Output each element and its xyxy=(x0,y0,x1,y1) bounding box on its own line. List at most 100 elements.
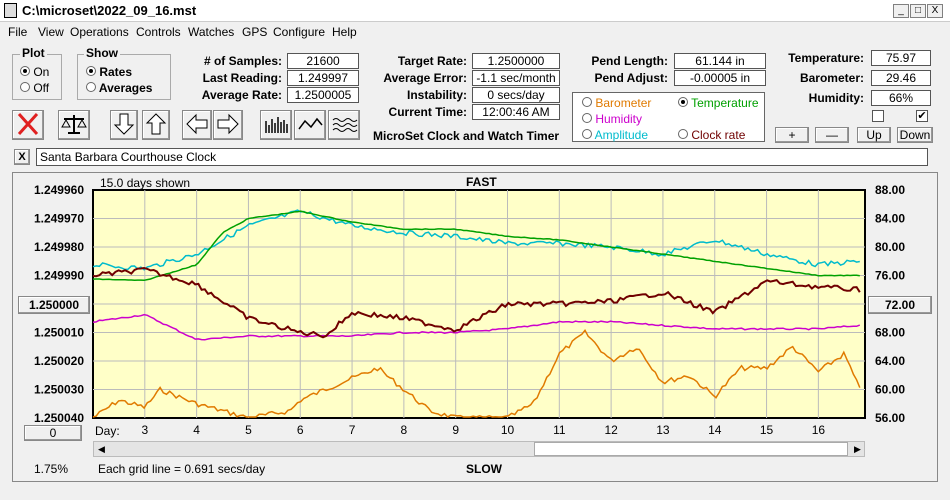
left-tick-label: 1.249980 xyxy=(34,240,84,254)
series-clock-rate xyxy=(92,266,861,339)
histogram-button[interactable] xyxy=(260,110,292,140)
barometer-radio[interactable]: Barometer xyxy=(582,96,651,110)
percent-label: 1.75% xyxy=(34,462,69,476)
samples-label: # of Samples: xyxy=(203,54,282,68)
arrow-down-button[interactable] xyxy=(110,110,138,140)
show-averages-radio[interactable]: Averages xyxy=(86,81,152,95)
scroll-left-icon[interactable]: ◀ xyxy=(98,444,105,454)
right-scale-box[interactable]: 72.00 xyxy=(868,296,932,314)
clock-rate-radio[interactable]: Clock rate xyxy=(678,128,745,142)
wave-graph-button[interactable] xyxy=(328,110,360,140)
left-scale-box[interactable]: 1.250000 xyxy=(18,296,90,314)
fast-label: FAST xyxy=(466,175,497,189)
amplitude-radio[interactable]: Amplitude xyxy=(582,128,648,142)
pend-adjust-label: Pend Adjust: xyxy=(594,71,668,85)
clock-close-button[interactable]: X xyxy=(14,149,30,165)
left-tick-label: 1.250020 xyxy=(34,354,84,368)
scale-plus-button[interactable]: + xyxy=(775,127,809,143)
plot-off-radio[interactable]: Off xyxy=(20,81,49,95)
scale-minus-button[interactable]: — xyxy=(815,127,849,143)
humidity-radio[interactable]: Humidity xyxy=(582,112,642,126)
menu-view[interactable]: View xyxy=(38,25,64,39)
menu-gps[interactable]: GPS xyxy=(242,25,268,39)
checkbox-two[interactable]: ✔ xyxy=(916,110,928,122)
right-tick-label: 80.00 xyxy=(875,240,905,254)
series-amplitude xyxy=(92,209,860,271)
checkbox-one[interactable] xyxy=(872,110,884,122)
show-group-label: Show xyxy=(84,46,120,60)
balance-button[interactable] xyxy=(58,110,90,140)
right-tick-label: 60.00 xyxy=(875,383,905,397)
menu-watches[interactable]: Watches xyxy=(188,25,235,39)
target-rate-value[interactable]: 1.2500000 xyxy=(472,53,560,69)
day-tick-label: 14 xyxy=(708,423,722,437)
pend-adjust-value: -0.00005 in xyxy=(674,70,766,86)
day-tick-label: 7 xyxy=(349,423,356,437)
red-x-icon xyxy=(17,112,39,136)
right-tick-label: 68.00 xyxy=(875,326,905,340)
day-tick-label: 10 xyxy=(501,423,515,437)
menu-controls[interactable]: Controls xyxy=(136,25,181,39)
current-time-value: 12:00:46 AM xyxy=(472,104,560,120)
offset-box[interactable]: 0 xyxy=(24,425,82,441)
target-rate-label: Target Rate: xyxy=(397,54,467,68)
day-tick-label: 9 xyxy=(452,423,459,437)
day-tick-label: 15 xyxy=(760,423,774,437)
title-bar: C:\microset\2022_09_16.mst _ □ X xyxy=(0,0,950,22)
arrow-right-icon xyxy=(217,113,239,135)
menu-configure[interactable]: Configure xyxy=(273,25,326,39)
instability-label: Instability: xyxy=(406,88,467,102)
day-tick-label: 8 xyxy=(401,423,408,437)
right-tick-label: 64.00 xyxy=(875,354,905,368)
plot-on-radio[interactable]: On xyxy=(20,65,49,79)
left-tick-label: 1.249960 xyxy=(34,183,84,197)
menu-file[interactable]: File xyxy=(8,25,28,39)
grid-note-label: Each grid line = 0.691 secs/day xyxy=(98,462,266,476)
menu-help[interactable]: Help xyxy=(332,25,357,39)
pend-length-label: Pend Length: xyxy=(591,54,668,68)
line-graph-button[interactable] xyxy=(294,110,326,140)
app-title-label: MicroSet Clock and Watch Timer xyxy=(373,129,560,143)
day-axis-label: Day: xyxy=(95,424,120,438)
secondary-select-box xyxy=(572,92,765,142)
average-error-value: -1.1 sec/month xyxy=(472,70,560,86)
temperature-radio[interactable]: Temperature xyxy=(678,96,759,110)
show-rates-radio[interactable]: Rates xyxy=(86,65,132,79)
slow-label: SLOW xyxy=(466,462,502,476)
clear-button[interactable] xyxy=(12,110,44,140)
instability-value: 0 secs/day xyxy=(472,87,560,103)
day-tick-label: 6 xyxy=(297,423,304,437)
window-title: C:\microset\2022_09_16.mst xyxy=(22,3,197,18)
arrow-up-button[interactable] xyxy=(142,110,170,140)
day-tick-label: 16 xyxy=(812,423,826,437)
average-rate-value: 1.2500005 xyxy=(287,87,359,103)
scale-down-button[interactable]: Down xyxy=(897,127,933,143)
last-reading-value: 1.249997 xyxy=(287,70,359,86)
average-rate-label: Average Rate: xyxy=(201,88,282,102)
scroll-right-icon[interactable]: ▶ xyxy=(854,444,861,454)
scroll-thumb[interactable] xyxy=(534,442,848,456)
minimize-button[interactable]: _ xyxy=(893,4,909,18)
day-tick-label: 5 xyxy=(245,423,252,437)
barometer-value: 29.46 xyxy=(871,70,931,86)
clock-name-field[interactable]: Santa Barbara Courthouse Clock xyxy=(36,148,928,166)
right-tick-label: 84.00 xyxy=(875,212,905,226)
series-barometer xyxy=(92,328,861,418)
arrow-up-icon xyxy=(145,113,167,135)
day-tick-label: 4 xyxy=(193,423,200,437)
left-tick-label: 1.250030 xyxy=(34,383,84,397)
scale-up-button[interactable]: Up xyxy=(857,127,891,143)
left-tick-label: 1.249990 xyxy=(34,269,84,283)
close-button[interactable]: X xyxy=(927,4,943,18)
menu-operations[interactable]: Operations xyxy=(70,25,129,39)
humidity-label: Humidity: xyxy=(808,91,864,105)
pend-length-value[interactable]: 61.144 in xyxy=(674,53,766,69)
last-reading-label: Last Reading: xyxy=(202,71,282,85)
balance-scale-icon xyxy=(61,115,87,134)
arrow-left-button[interactable] xyxy=(182,110,212,140)
arrow-right-button[interactable] xyxy=(213,110,243,140)
horizontal-scrollbar[interactable]: ◀ ▶ xyxy=(93,441,865,457)
maximize-button[interactable]: □ xyxy=(910,4,926,18)
samples-value: 21600 xyxy=(287,53,359,69)
